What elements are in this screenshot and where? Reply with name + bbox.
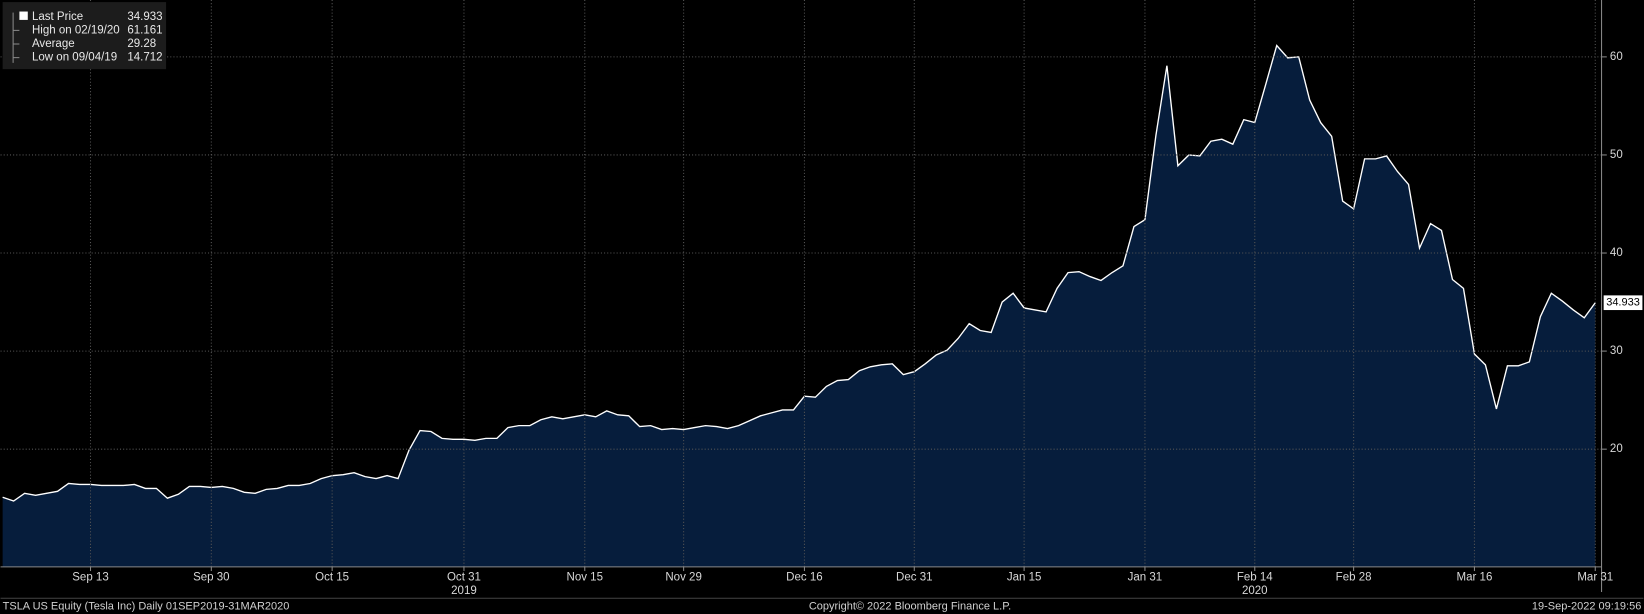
- price-line: [2, 44, 1596, 502]
- last-value-box: [1603, 295, 1643, 311]
- x-tick-label: Nov 29: [665, 571, 702, 583]
- x-tick-label: Sep 30: [193, 571, 229, 583]
- legend-value: 29.28: [127, 38, 156, 50]
- y-tick-label: 50: [1610, 149, 1623, 161]
- y-tick-label: 20: [1610, 443, 1623, 455]
- legend-swatch: [19, 11, 28, 20]
- footer-center: Copyright© 2022 Bloomberg Finance L.P.: [809, 601, 1011, 613]
- x-tick-label: Dec 16: [786, 571, 823, 583]
- plot-area: [0, 0, 1602, 567]
- legend-label: Low on 09/04/19: [32, 52, 117, 64]
- legend: Last Price 34.933 High on 02/19/20 61.161…: [2, 2, 167, 70]
- x-tick-label: Feb 14: [1237, 571, 1273, 583]
- x-year-label: 2020: [1242, 585, 1268, 597]
- x-tick-label: Dec 31: [896, 571, 933, 583]
- x-tick-label: Oct 31: [447, 571, 481, 583]
- legend-label: Average: [32, 38, 75, 50]
- last-value-label: 34.933: [1606, 297, 1640, 309]
- series: [2, 44, 1596, 567]
- x-tick-label: Oct 15: [315, 571, 349, 583]
- footer-right: 19-Sep-2022 09:19:56: [1532, 601, 1641, 613]
- legend-label: Last Price: [32, 11, 83, 23]
- x-tick-label: Jan 15: [1007, 571, 1042, 583]
- y-tick-label: 30: [1610, 345, 1623, 357]
- area-fill: [2, 45, 1596, 567]
- x-tick-label: Nov 15: [567, 571, 604, 583]
- x-tick-label: Jan 31: [1128, 571, 1163, 583]
- legend-value: 61.161: [127, 24, 162, 36]
- legend-label: High on 02/19/20: [32, 24, 120, 36]
- legend-value: 34.933: [127, 11, 162, 23]
- x-year-label: 2019: [451, 585, 477, 597]
- x-tick-label: Sep 13: [72, 571, 109, 583]
- y-tick-label: 60: [1610, 51, 1623, 63]
- x-tick-label: Feb 28: [1336, 571, 1372, 583]
- footer-left: TSLA US Equity (Tesla Inc) Daily 01SEP20…: [3, 601, 290, 613]
- legend-value: 14.712: [127, 52, 162, 64]
- x-tick-label: Mar 16: [1457, 571, 1493, 583]
- x-tick-label: Mar 31: [1577, 571, 1613, 583]
- y-tick-label: 40: [1610, 247, 1623, 259]
- legend-box: [2, 2, 167, 70]
